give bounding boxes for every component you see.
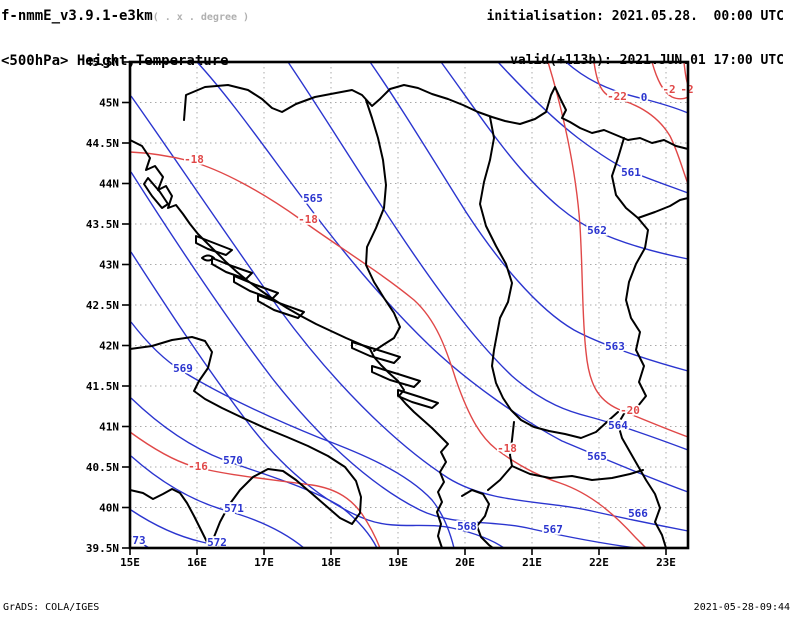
creation-timestamp: 2021-05-28-09:44 (693, 602, 790, 613)
temp-label: -18 (298, 213, 318, 226)
y-tick: 43.5N (86, 218, 119, 231)
temp-label: -16 (188, 460, 208, 473)
units-note: ( . x . degree ) (152, 12, 250, 23)
height-contours (130, 61, 689, 549)
height-label: 564 (608, 419, 628, 432)
x-tick: 21E (522, 556, 542, 569)
height-label: 562 (587, 224, 607, 237)
y-tick: 44N (99, 178, 119, 191)
y-tick: 39.5N (86, 542, 119, 555)
axis-ticks (122, 61, 667, 555)
x-tick: 15E (120, 556, 140, 569)
height-label: 571 (224, 502, 244, 515)
map-frame (128, 60, 690, 550)
height-label: 565 (303, 192, 323, 205)
x-tick: 16E (187, 556, 207, 569)
grads-credit: GrADS: COLA/IGES (3, 602, 100, 613)
height-contour-labels: 0 561 562 563 564 565 565 566 567 568 56… (131, 89, 650, 551)
x-tick: 18E (321, 556, 341, 569)
height-label: 569 (173, 362, 193, 375)
temperature-contours (129, 61, 689, 549)
temp-label: -20 (620, 404, 640, 417)
valid-time: valid(+113h): 2021.JUN.01 17:00 UTC (510, 53, 784, 68)
x-tick: 19E (388, 556, 408, 569)
y-tick: 42.5N (86, 299, 119, 312)
height-label: 568 (457, 520, 477, 533)
y-tick: 41N (99, 421, 119, 434)
temp-label: -18 (497, 442, 517, 455)
height-label: 570 (223, 454, 243, 467)
y-tick: 42N (99, 340, 119, 353)
height-label: 567 (543, 523, 563, 536)
height-label: 73 (132, 534, 145, 547)
x-tick: 23E (656, 556, 676, 569)
model-title: f-nmmE_v3.9.1-e3km (1, 8, 153, 24)
temperature-contour-labels: -18 -18 -18 -16 -20 -22 -2 -2 (182, 81, 695, 475)
y-axis-labels: 45.5N 45N 44.5N 44N 43.5N 43N 42.5N 42N … (86, 56, 119, 555)
y-tick: 44.5N (86, 137, 119, 150)
coastlines-borders (129, 84, 689, 549)
init-time: initialisation: 2021.05.28. 00:00 UTC (486, 9, 784, 24)
y-tick: 43N (99, 259, 119, 272)
x-tick: 20E (455, 556, 475, 569)
height-label: 0 (641, 91, 648, 104)
x-tick: 17E (254, 556, 274, 569)
temp-label: -2 (662, 83, 675, 96)
temp-label: -22 (607, 90, 627, 103)
y-tick: 45N (99, 97, 119, 110)
height-label: 563 (605, 340, 625, 353)
y-tick: 40N (99, 502, 119, 515)
temp-label: -18 (184, 153, 204, 166)
graticule (130, 62, 688, 548)
height-label: 561 (621, 166, 641, 179)
height-label: 572 (207, 536, 227, 549)
y-tick: 41.5N (86, 380, 119, 393)
x-tick: 22E (589, 556, 609, 569)
y-tick: 45.5N (86, 56, 119, 69)
height-label: 566 (628, 507, 648, 520)
header-right: initialisation: 2021.05.28. 00:00 UTC va… (487, 4, 784, 71)
height-label: 565 (587, 450, 607, 463)
y-tick: 40.5N (86, 461, 119, 474)
x-axis-labels: 15E 16E 17E 18E 19E 20E 21E 22E 23E (120, 556, 676, 569)
